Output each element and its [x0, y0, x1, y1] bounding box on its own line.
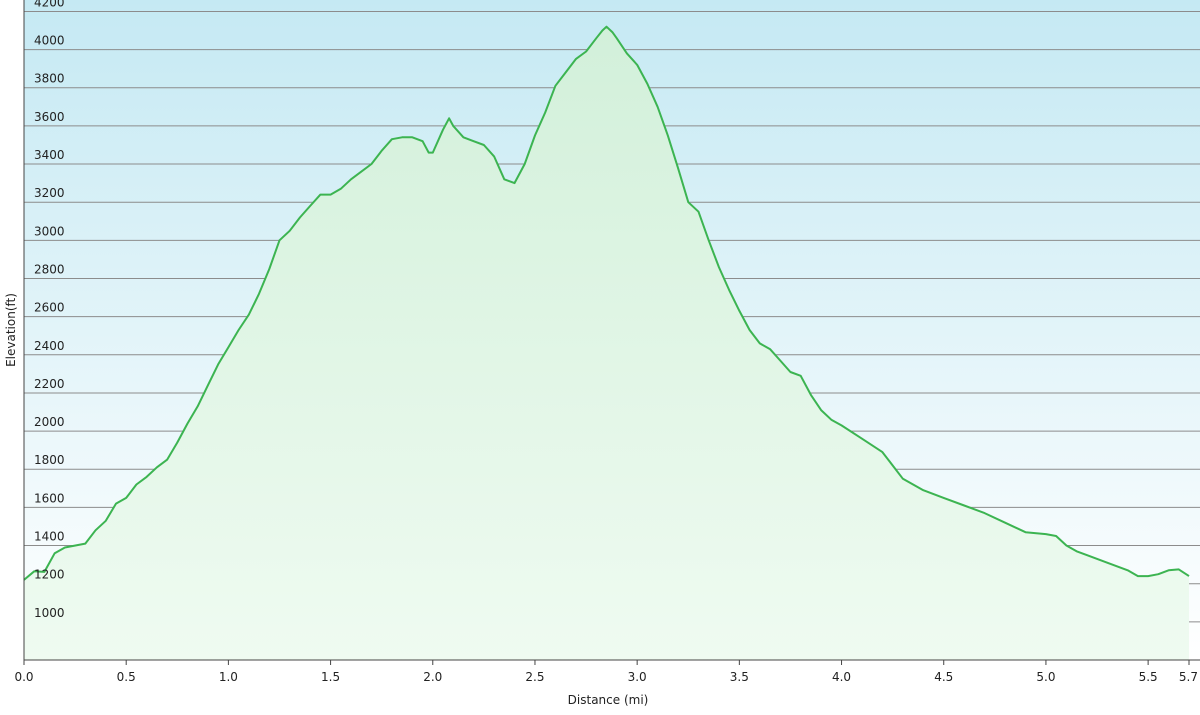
y-tick-label: 1000: [34, 606, 65, 620]
y-tick-label: 4000: [34, 34, 65, 48]
x-tick-label: 4.5: [934, 670, 953, 684]
x-tick-label: 5.7: [1179, 670, 1198, 684]
y-tick-label: 2000: [34, 415, 65, 429]
x-axis-ticks: 0.0 0.5 1.0 1.5 2.0 2.5 3.0 3.5 4.0 4.5 5.0 5.5 5.7: [14, 660, 1198, 684]
x-tick-label: 1.5: [321, 670, 340, 684]
x-tick-label: 0.0: [14, 670, 33, 684]
y-axis-title: Elevation(ft): [4, 293, 18, 367]
y-tick-label: 2200: [34, 377, 65, 391]
y-tick-label: 2800: [34, 262, 65, 276]
y-tick-label: 3000: [34, 224, 65, 238]
y-tick-label: 3600: [34, 110, 65, 124]
elevation-area-fill: [24, 26, 1189, 660]
x-tick-label: 1.0: [219, 670, 238, 684]
x-tick-label: 0.5: [117, 670, 136, 684]
x-tick-label: 3.0: [628, 670, 647, 684]
y-tick-label: 3200: [34, 186, 65, 200]
y-tick-label: 4200: [34, 0, 65, 9]
y-tick-label: 1400: [34, 530, 65, 544]
y-tick-label: 3800: [34, 72, 65, 86]
x-tick-label: 5.0: [1036, 670, 1055, 684]
x-tick-label: 2.5: [525, 670, 544, 684]
x-tick-label: 4.0: [832, 670, 851, 684]
y-tick-label: 1600: [34, 491, 65, 505]
x-axis-title: Distance (mi): [568, 693, 649, 707]
x-tick-label: 2.0: [423, 670, 442, 684]
y-tick-label: 1800: [34, 453, 65, 467]
x-tick-label: 3.5: [730, 670, 749, 684]
y-tick-label: 2400: [34, 339, 65, 353]
y-tick-label: 1200: [34, 568, 65, 582]
y-tick-label: 3400: [34, 148, 65, 162]
y-axis-ticks: 1000 1200 1400 1600 1800 2000 2200 2400 2600 2800…: [34, 0, 65, 620]
elevation-line: [23, 25, 1190, 581]
x-tick-label: 5.5: [1139, 670, 1158, 684]
y-tick-label: 2600: [34, 301, 65, 315]
